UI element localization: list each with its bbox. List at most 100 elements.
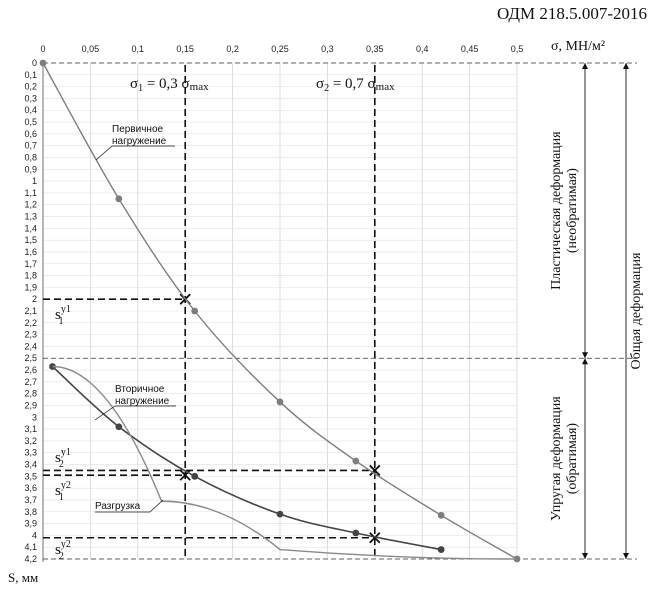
unloading-leader (149, 499, 164, 513)
zones-layer: Пластическая деформация (необратимая) Упру… (549, 63, 644, 559)
x-tick-label: 0,05 (82, 44, 100, 54)
y-tick-label: 0,7 (24, 141, 37, 151)
x-tick-label: 0,3 (321, 44, 334, 54)
y-tick-label: 1,8 (24, 271, 37, 281)
y-tick-label: 2,7 (24, 377, 37, 387)
y-tick-label: 3 (32, 412, 37, 422)
y-tick-label: 2,3 (24, 330, 37, 340)
y-tick-label: 2,1 (24, 306, 37, 316)
y-tick-label: 3,8 (24, 507, 37, 517)
primary-leader (95, 145, 113, 161)
data-point (115, 423, 123, 431)
arrow-head (623, 553, 629, 559)
x-tick-label: 0 (40, 44, 45, 54)
s1-y2-label: sy2 1 (55, 480, 71, 503)
y-tick-label: 3,2 (24, 436, 37, 446)
data-point (276, 398, 284, 406)
elastic-zone-label-2: (обратимая) (565, 423, 580, 495)
x-axis-label: σ, МН/м² (551, 39, 605, 54)
y-tick-label: 1,7 (24, 259, 37, 269)
arrow-head (582, 358, 588, 365)
y-tick-label: 2,5 (24, 353, 37, 363)
primary-loading-label: Первичное (112, 124, 164, 135)
x-tick-label: 0,4 (416, 44, 429, 54)
series-line (51, 365, 442, 551)
y-tick-label: 2,2 (24, 318, 37, 328)
sigma-label: σ2 = 0,7 σmax (316, 76, 395, 94)
plastic-zone-label-2: (необратимая) (565, 168, 580, 253)
arrow-head (582, 352, 588, 359)
data-point (191, 472, 199, 480)
y-tick-label: 1,6 (24, 247, 37, 257)
y-tick-label: 2 (32, 294, 37, 304)
x-tick-label: 0,35 (366, 44, 384, 54)
unloading-label: Разгрузка (95, 501, 141, 512)
y-tick-label: 0,9 (24, 164, 37, 174)
y-tick-label: 0,3 (24, 93, 37, 103)
document-code: ОДМ 218.5.007-2016 (496, 4, 647, 23)
y-tick-label: 4 (32, 530, 37, 540)
axes-layer: 0 0,05 0,1 0,15 0,2 0,25 0,3 0,35 0,4 0,45 0,5 0 0,1… (24, 44, 637, 564)
y-axis-label: S, мм (8, 570, 38, 585)
cross-marker (179, 469, 191, 481)
secondary-loading-label: Вторичное (115, 384, 165, 395)
data-point (115, 195, 123, 203)
data-point (39, 59, 47, 67)
arrow-head (582, 63, 588, 69)
x-tick-label: 0,2 (226, 44, 239, 54)
y-tick-label: 1,5 (24, 235, 37, 245)
y-tick-label: 3,6 (24, 483, 37, 493)
series-layer (39, 59, 521, 563)
y-tick-label: 0,2 (24, 82, 37, 92)
y-tick-label: 3,9 (24, 519, 37, 529)
x-tick-label: 0,15 (176, 44, 194, 54)
y-tick-label: 1 (32, 176, 37, 186)
y-tick-label: 3,3 (24, 448, 37, 458)
markers-layer (43, 65, 381, 559)
data-point (352, 457, 360, 465)
y-tick-label: 1,4 (24, 223, 37, 233)
data-point (191, 307, 199, 315)
s2-y1-label: sy1 2 (55, 447, 71, 470)
y-tick-label: 4,2 (24, 554, 37, 564)
y-tick-label: 1,1 (24, 188, 37, 198)
s1-y1-label: sy1 1 (55, 304, 71, 327)
y-tick-label: 2,6 (24, 365, 37, 375)
y-tick-label: 3,1 (24, 424, 37, 434)
y-tick-label: 2,4 (24, 341, 37, 351)
total-zone-label: Общая деформация (629, 252, 644, 369)
secondary-loading-label-2: нагружение (115, 396, 170, 407)
y-tick-label: 3,7 (24, 495, 37, 505)
labels-layer: σ, МН/м² S, мм σ1 = 0,3 σmax σ2 = 0,7 σmax s… (8, 39, 605, 585)
y-tick-label: 1,2 (24, 200, 37, 210)
x-tick-label: 0,25 (271, 44, 289, 54)
y-tick-label: 2,9 (24, 400, 37, 410)
elastic-zone-label: Упругая деформация (549, 396, 564, 521)
y-tick-label: 0,8 (24, 152, 37, 162)
y-tick-label: 0,5 (24, 117, 37, 127)
plastic-zone-label: Пластическая деформация (549, 131, 564, 290)
y-tick-label: 1,3 (24, 212, 37, 222)
data-point (437, 511, 445, 519)
x-tick-label: 0,1 (132, 44, 145, 54)
series-line (52, 365, 518, 560)
y-tick-label: 0,6 (24, 129, 37, 139)
y-tick-label: 3,5 (24, 471, 37, 481)
y-tick-label: 0 (32, 58, 37, 68)
primary-loading-label-2: нагружение (112, 136, 167, 147)
y-tick-label: 0,1 (24, 70, 37, 80)
arrow-head (623, 63, 629, 69)
x-tick-label: 0,45 (461, 44, 479, 54)
y-tick-label: 2,8 (24, 389, 37, 399)
secondary-leader (94, 405, 116, 421)
y-tick-label: 1,9 (24, 282, 37, 292)
y-tick-label: 4,1 (24, 542, 37, 552)
arrow-head (582, 553, 588, 559)
cross-marker (369, 464, 381, 477)
data-point (437, 546, 445, 553)
y-tick-label: 0,4 (24, 105, 37, 115)
data-point (276, 510, 284, 518)
sigma-label: σ1 = 0,3 σmax (130, 76, 209, 94)
x-tick-label: 0,5 (511, 44, 524, 54)
